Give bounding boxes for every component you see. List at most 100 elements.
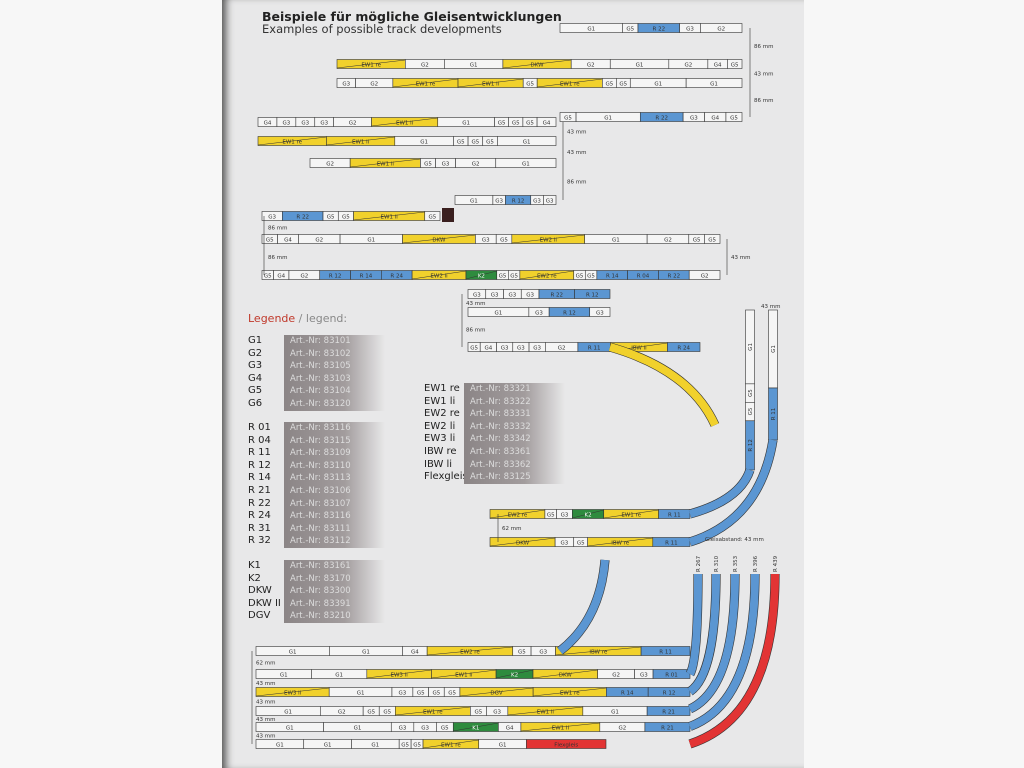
track-piece-switch: EW2 re bbox=[519, 270, 575, 280]
track-piece-label: G3 bbox=[546, 198, 554, 204]
track-piece-label: K2 bbox=[478, 273, 485, 279]
track-piece-straight: G1 bbox=[559, 23, 623, 33]
track-piece-label: G5 bbox=[587, 273, 595, 279]
radius-label: R 396 bbox=[753, 555, 759, 572]
track-piece-straight: G3 bbox=[391, 687, 414, 697]
track-piece-switch: EW3 li bbox=[255, 687, 330, 697]
track-piece-straight: G5 bbox=[337, 211, 354, 221]
dimension-label: 43 mm bbox=[761, 304, 780, 310]
track-piece-straight: G5 bbox=[544, 509, 557, 519]
spacing-dimension: 43 mm bbox=[251, 692, 275, 711]
track-piece-switch: EW2 re bbox=[426, 646, 514, 656]
legend-article-number: Art.-Nr: 83361 bbox=[464, 446, 565, 459]
spacing-dimension: 43 mm bbox=[251, 727, 275, 744]
track-piece-label: G3 bbox=[491, 292, 499, 298]
legend-article-number: Art.-Nr: 83107 bbox=[284, 497, 385, 511]
track-piece-straight: G5 bbox=[573, 537, 588, 547]
legend-item: R 32 Art.-Nr: 83112 bbox=[248, 535, 385, 548]
track-piece-label: G1 bbox=[522, 161, 530, 167]
track-piece-straight: G3 bbox=[261, 211, 283, 221]
spacing-dimension: 43 mm bbox=[562, 141, 586, 163]
legend-item: R 14 Art.-Nr: 83113 bbox=[248, 472, 385, 485]
track-piece-label: G3 bbox=[690, 115, 698, 121]
curved-track bbox=[688, 573, 739, 713]
track-row: EW3 li G1 G3 G5 G5 G5 DGV EW1 re R 14 R 12 bbox=[255, 687, 691, 697]
legend-article-number: Art.-Nr: 83102 bbox=[284, 347, 385, 361]
track-piece-label: G2 bbox=[326, 161, 334, 167]
legend-code: R 12 bbox=[248, 459, 271, 471]
spacing-dimension: 43 mm bbox=[761, 304, 780, 310]
legend-article-number: Art.-Nr: 83112 bbox=[284, 535, 385, 548]
track-piece-straight: G5 bbox=[467, 342, 481, 352]
legend-title: Legende / legend: bbox=[248, 312, 347, 325]
track-piece-label: G4 bbox=[506, 725, 514, 731]
track-piece-label: EW1 li bbox=[352, 139, 370, 145]
track-piece-label: R 11 bbox=[665, 540, 678, 546]
track-piece-switch: EW1 re bbox=[392, 78, 459, 88]
track-piece-straight: G2 bbox=[319, 706, 364, 716]
dimension-label: 43 mm bbox=[256, 734, 275, 740]
track-piece-label: R 12 bbox=[512, 198, 525, 204]
track-piece-switch: DKW bbox=[502, 59, 572, 69]
track-piece-straight: G2 bbox=[298, 234, 341, 244]
track-piece-label: EW1 re bbox=[423, 709, 443, 715]
legend-article-number: Art.-Nr: 83120 bbox=[284, 398, 385, 411]
track-piece-straight: G1 bbox=[495, 158, 557, 168]
track-piece-straight: G2 bbox=[355, 78, 394, 88]
dimension-label: 43 mm bbox=[567, 130, 586, 136]
dimension-label: 43 mm bbox=[466, 301, 485, 307]
legend-article-number: Art.-Nr: 83210 bbox=[284, 610, 385, 623]
legend-code: R 24 bbox=[248, 510, 271, 522]
track-piece-curve: R 14 bbox=[606, 687, 649, 697]
track-piece-label: G4 bbox=[543, 120, 551, 126]
track-piece-straight: G1 bbox=[329, 646, 404, 656]
dimension-label: 43 mm bbox=[256, 681, 275, 687]
track-piece-straight: G1 bbox=[609, 59, 670, 69]
track-piece-label: G4 bbox=[277, 273, 285, 279]
track-piece-straight: G1 bbox=[328, 687, 393, 697]
track-piece-label: G5 bbox=[730, 115, 738, 121]
legend-code: K2 bbox=[248, 572, 261, 584]
track-piece-label: G3 bbox=[421, 725, 429, 731]
legend-article-number: Art.-Nr: 83125 bbox=[464, 471, 565, 484]
track-piece-label: R 22 bbox=[668, 273, 681, 279]
track-piece-label: G3 bbox=[596, 310, 604, 316]
track-piece-straight: G5 bbox=[704, 234, 721, 244]
legend-item: DKW II Art.-Nr: 83391 bbox=[248, 597, 385, 611]
track-piece-straight: G3 bbox=[336, 78, 356, 88]
track-piece-straight: G5 bbox=[482, 136, 498, 146]
track-row: G1 G1 G4 EW2 re G5 G3 IBW re R 11 bbox=[255, 646, 691, 656]
curved-track bbox=[688, 439, 777, 546]
track-piece-switch: EW3 li bbox=[366, 669, 432, 679]
track-piece-label: G1 bbox=[771, 345, 777, 353]
track-piece-straight: G3 bbox=[589, 307, 611, 317]
track-piece-straight: G1 bbox=[685, 78, 743, 88]
track-piece-curve: R 12 bbox=[647, 687, 691, 697]
dimension-label: 62 mm bbox=[256, 661, 275, 667]
track-row: G3 G3 G3 G3 R 22 R 12 bbox=[467, 289, 611, 299]
track-piece-straight: G3 bbox=[486, 706, 509, 716]
track-piece-straight: G1 bbox=[255, 722, 324, 732]
track-piece-label: G1 bbox=[710, 81, 718, 87]
track-piece-straight: G1 bbox=[255, 706, 321, 716]
dimension-label: 43 mm bbox=[567, 150, 586, 156]
track-piece-label: G3 bbox=[533, 345, 541, 351]
track-piece-label: G5 bbox=[266, 237, 274, 243]
track-piece-switch: EW2 li bbox=[511, 234, 585, 244]
track-piece-straight: G5 bbox=[467, 136, 484, 146]
track-row: G5 G4 G2 R 12 R 14 R 24 EW2 li K2 G5 G5 EW2 re G5 G5… bbox=[261, 270, 721, 280]
legend-code: G4 bbox=[248, 372, 263, 384]
track-piece-label: G2 bbox=[558, 345, 566, 351]
legend-item: Flexgleis Art.-Nr: 83125 bbox=[424, 471, 565, 484]
track-piece-straight: G2 bbox=[570, 59, 611, 69]
track-piece-label: G3 bbox=[686, 26, 694, 32]
legend-item: R 01 Art.-Nr: 83116 bbox=[248, 422, 385, 435]
legend-code: G1 bbox=[248, 335, 263, 346]
track-piece-label: G4 bbox=[264, 120, 272, 126]
curved-track bbox=[608, 342, 720, 427]
track-piece-straight: G1 bbox=[454, 195, 494, 205]
dimension-label: 43 mm bbox=[754, 72, 773, 78]
track-piece-label: G5 bbox=[547, 512, 555, 518]
track-piece-label: EW1 re bbox=[282, 139, 302, 145]
track-piece-label: DKW bbox=[531, 62, 545, 68]
